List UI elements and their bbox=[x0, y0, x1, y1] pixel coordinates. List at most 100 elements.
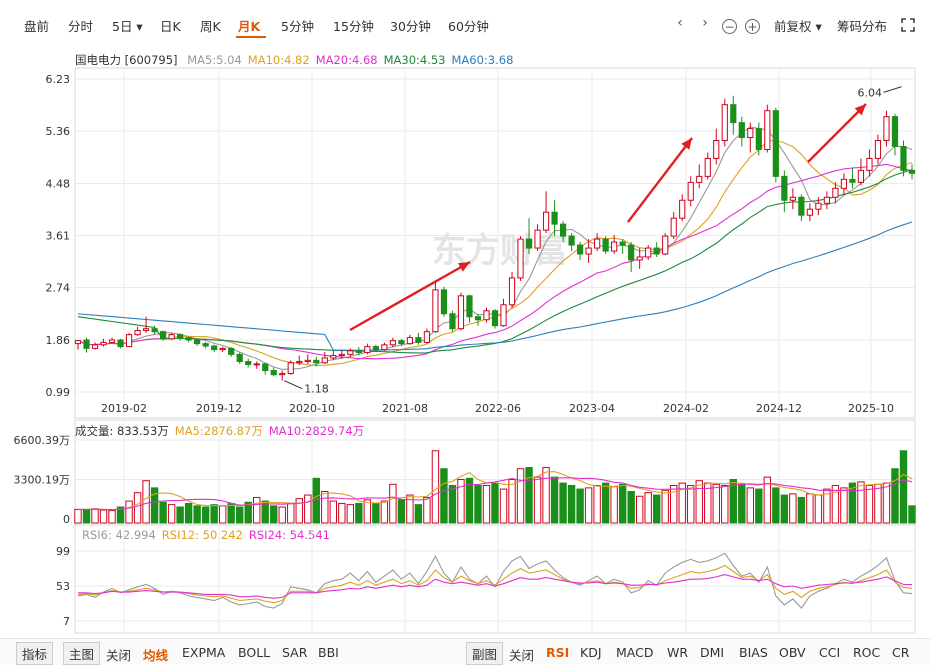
candle bbox=[415, 332, 422, 345]
candle bbox=[542, 191, 550, 234]
zoom-out-icon[interactable]: − bbox=[722, 19, 737, 34]
candle bbox=[679, 194, 686, 222]
trend-arrow-1-shaft bbox=[349, 260, 471, 332]
volume-bar bbox=[431, 450, 440, 524]
main-indicator-3[interactable]: 均线 bbox=[143, 648, 169, 663]
stock-chart[interactable]: 6.23 5.36 4.48 3.61 2.74 1.86 0.99 2019-02 2019-… bbox=[0, 0, 931, 638]
period-tab-5[interactable]: 月K bbox=[238, 19, 261, 34]
sub-indicator-10[interactable]: ROC bbox=[853, 645, 881, 660]
candle bbox=[372, 344, 379, 352]
zoom-in-icon[interactable]: + bbox=[745, 19, 760, 34]
period-tab-6[interactable]: 5分钟 bbox=[281, 19, 314, 34]
candle bbox=[245, 358, 252, 368]
chip-distribution-button[interactable]: 筹码分布 bbox=[837, 19, 888, 34]
volume-bar bbox=[227, 502, 235, 524]
panel-frame-2 bbox=[74, 524, 916, 634]
sub-indicator-9[interactable]: CCI bbox=[819, 645, 841, 660]
volume-bar bbox=[184, 502, 193, 524]
x-tick-3: 2021-08 bbox=[382, 402, 428, 415]
candle bbox=[228, 347, 235, 357]
candle bbox=[908, 164, 916, 180]
candle bbox=[636, 248, 643, 269]
main-indicator-0[interactable]: 指标 bbox=[16, 642, 54, 665]
candle bbox=[398, 338, 405, 347]
volume-bar bbox=[210, 504, 218, 524]
candle bbox=[262, 362, 269, 375]
volume-bar bbox=[755, 488, 763, 524]
main-indicator-7[interactable]: BBI bbox=[318, 645, 339, 660]
candle bbox=[551, 200, 558, 237]
volume-bar bbox=[150, 487, 159, 524]
sub-indicator-0[interactable]: 副图 bbox=[466, 642, 504, 665]
main-indicator-4[interactable]: EXPMA bbox=[182, 645, 226, 660]
trend-arrow-1-head bbox=[457, 262, 470, 272]
period-tab-3[interactable]: 日K bbox=[160, 19, 181, 34]
volume-bar bbox=[491, 482, 499, 524]
candle bbox=[866, 149, 873, 177]
candle bbox=[364, 343, 371, 355]
sub-indicator-7[interactable]: BIAS bbox=[739, 645, 768, 660]
period-tab-0[interactable]: 盘前 bbox=[24, 19, 50, 34]
candle bbox=[789, 188, 796, 210]
candle bbox=[670, 212, 677, 240]
candle bbox=[772, 107, 779, 183]
main-indicator-6[interactable]: SAR bbox=[282, 645, 308, 660]
candle bbox=[594, 233, 601, 252]
sub-indicator-2[interactable]: RSI bbox=[546, 645, 570, 660]
main-indicator-1[interactable]: 主图 bbox=[63, 642, 101, 665]
rsi-legend-2: RSI24: 54.541 bbox=[248, 528, 330, 542]
main-indicator-5[interactable]: BOLL bbox=[238, 645, 271, 660]
sub-indicator-11[interactable]: CR bbox=[892, 645, 910, 660]
vol-legend-2: MA10:2829.74万 bbox=[268, 424, 365, 438]
candle bbox=[168, 332, 175, 341]
volume-bar bbox=[712, 483, 720, 524]
candle bbox=[134, 326, 141, 336]
volume-bar bbox=[848, 482, 857, 524]
indicator-bar: 指标 主图 关闭 均线 EXPMA BOLL SAR BBI 副图 关闭 RSI KDJ MACD WR D… bbox=[0, 638, 931, 665]
main-indicator-2[interactable]: 关闭 bbox=[106, 648, 132, 663]
sub-indicator-3[interactable]: KDJ bbox=[580, 645, 602, 660]
min-annotation: 1.18 bbox=[304, 383, 329, 396]
candle bbox=[347, 348, 354, 357]
chevron-right-icon[interactable]: › bbox=[702, 15, 708, 31]
period-tab-8[interactable]: 30分钟 bbox=[390, 19, 431, 34]
candle bbox=[202, 341, 209, 349]
volume-bar bbox=[159, 501, 167, 524]
fullscreen-icon[interactable] bbox=[899, 16, 917, 34]
candle bbox=[177, 333, 184, 341]
rsi-line-rsi12 bbox=[77, 564, 913, 604]
candle bbox=[738, 116, 745, 147]
period-tab-9[interactable]: 60分钟 bbox=[448, 19, 489, 34]
volume-bar bbox=[482, 484, 491, 524]
candle bbox=[883, 110, 890, 147]
period-toolbar: 盘前 分时 5日 ▾ 日K 周K 月K 5分钟 15分钟 30分钟 60分钟 ‹ › − + 前复权 ▾ 筹码… bbox=[0, 0, 931, 50]
volume-bar bbox=[627, 490, 635, 524]
period-tab-4[interactable]: 周K bbox=[200, 19, 221, 34]
volume-bar bbox=[899, 450, 908, 524]
candle bbox=[449, 310, 456, 332]
candle bbox=[253, 361, 260, 369]
trend-arrow-2-shaft bbox=[627, 137, 693, 223]
sub-indicator-6[interactable]: DMI bbox=[700, 645, 725, 660]
sub-indicator-1[interactable]: 关闭 bbox=[509, 648, 535, 663]
x-tick-1: 2019-12 bbox=[196, 402, 242, 415]
sub-indicator-5[interactable]: WR bbox=[667, 645, 689, 660]
candle bbox=[219, 346, 226, 352]
sub-indicator-4[interactable]: MACD bbox=[616, 645, 654, 660]
trend-arrow-2-head bbox=[681, 138, 692, 150]
volume-bar bbox=[780, 494, 789, 524]
candle bbox=[662, 233, 669, 256]
sub-indicator-8[interactable]: OBV bbox=[779, 645, 806, 660]
volume-bar bbox=[797, 496, 806, 524]
period-tab-1[interactable]: 分时 bbox=[68, 19, 94, 34]
period-tab-2[interactable]: 5日 ▾ bbox=[112, 19, 143, 34]
volume-bar bbox=[601, 482, 610, 524]
chevron-left-icon[interactable]: ‹ bbox=[677, 15, 683, 31]
adjust-dropdown[interactable]: 前复权 ▾ bbox=[774, 19, 822, 34]
x-tick-7: 2024-12 bbox=[756, 402, 802, 415]
period-tab-7[interactable]: 15分钟 bbox=[333, 19, 374, 34]
price-legend: 国电电力 [600795] MA5:5.04 MA10:4.82 MA20:4.68… bbox=[75, 52, 519, 68]
volume-bar bbox=[448, 484, 457, 524]
rsi-line-rsi6 bbox=[77, 552, 913, 609]
candle bbox=[151, 325, 158, 335]
